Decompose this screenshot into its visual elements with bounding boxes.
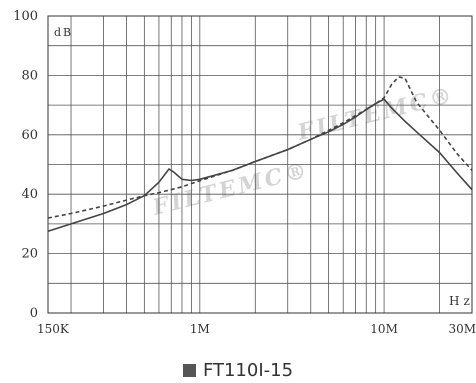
axes: 0 20 40 60 80 100 150K 1M 10M 30M [13, 9, 476, 336]
grid [48, 16, 472, 313]
series-layer [47, 76, 473, 233]
plot-border [47, 15, 473, 314]
watermark-layer: FILTEMC®FILTEMC® [149, 82, 457, 221]
y-tick-label: 0 [30, 306, 38, 321]
x-tick-label: 150K [37, 322, 70, 336]
x-tick-label: 1M [190, 322, 210, 336]
y-unit-label: dB [54, 26, 73, 39]
legend-swatch [182, 364, 196, 377]
y-tick-label: 80 [21, 68, 38, 83]
series-line-dashed [47, 76, 473, 219]
y-tick-label: 60 [21, 128, 38, 143]
x-unit-label: Hz [449, 294, 474, 308]
y-tick-label: 40 [21, 187, 38, 202]
legend-label: FT110I-15 [202, 360, 294, 381]
legend: FT110I-15 [0, 360, 476, 381]
x-tick-label: 30M [448, 322, 476, 336]
x-tick-label: 10M [370, 322, 398, 336]
y-tick-label: 100 [13, 9, 38, 24]
series-line-solid [47, 98, 473, 233]
y-tick-label: 20 [21, 247, 38, 262]
